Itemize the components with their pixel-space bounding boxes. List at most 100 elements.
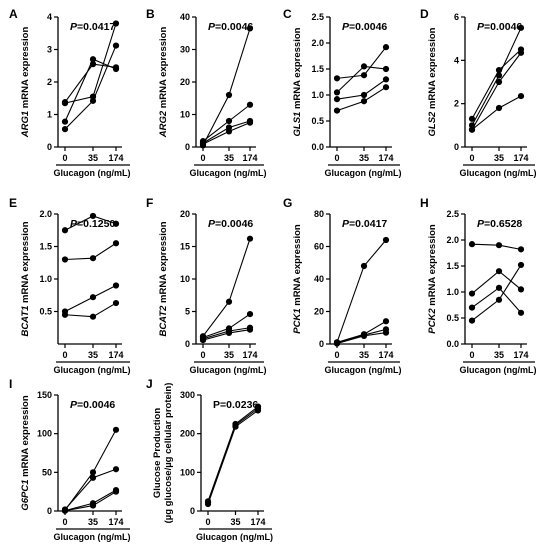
data-point [468,317,476,324]
data-point [246,311,254,318]
data-point [61,227,69,234]
p-value: P=0.6528 [477,218,522,230]
y-tick-label: 200 [180,429,195,439]
data-point [112,42,120,49]
y-tick-label: 10 [180,274,190,284]
y-tick-label: 0 [454,142,459,152]
x-tick-label: 174 [108,350,123,360]
y-tick-label: 50 [42,467,52,477]
data-point [89,502,97,509]
x-tick-label: 174 [378,153,393,163]
series-line [207,406,259,502]
data-point [246,326,254,333]
data-point [232,422,239,429]
panel-d: D 0 2 4 6 0 35 174 Glucagon (ng/mL) GLS2 mRNA exp… [420,7,537,178]
y-tick-label: 0.0 [311,142,324,152]
data-point [246,25,254,32]
x-tick-label: 174 [513,153,528,163]
p-value: P=0.0046 [70,399,115,411]
y-tick-label: 1.5 [39,242,52,252]
y-tick-label: 10 [180,110,190,120]
data-point [333,75,341,82]
x-tick-label: 0 [334,350,339,360]
data-point [61,118,69,125]
data-point [360,63,368,70]
data-point [495,78,503,86]
p-value: P=0.0417 [342,218,387,230]
data-point [468,126,476,133]
panel-letter: F [146,196,153,210]
x-axis-label: Glucagon (ng/mL) [54,365,131,375]
y-tick-label: 150 [37,390,52,400]
series-line [471,52,522,130]
y-tick-label: 1.0 [39,274,52,284]
x-axis-label: Glucagon (ng/mL) [325,168,402,178]
data-point [360,262,368,270]
panel-letter: A [9,7,18,21]
panel-h: H 0.0 0.5 1.0 1.5 2.0 2.5 0 35 174 Glucagon (ng/mL… [420,196,537,375]
x-tick-label: 35 [88,517,98,527]
y-tick-label: 2 [47,77,52,87]
data-point [89,469,97,476]
data-point [89,93,97,100]
data-point [495,284,503,291]
p-value: P=0.0046 [208,21,253,33]
y-axis-label: BCAT2 mRNA expression [158,221,169,336]
x-tick-label: 35 [359,350,369,360]
data-point [225,298,233,305]
x-tick-label: 0 [469,350,474,360]
x-tick-label: 174 [242,350,257,360]
data-point [89,212,97,220]
data-point [199,140,207,148]
x-tick-label: 0 [200,153,205,163]
data-point [61,507,69,514]
y-tick-label: 0.0 [446,339,459,349]
y-tick-label: 2.5 [311,12,324,22]
x-axis-label: Glucagon (ng/mL) [196,532,273,542]
data-point [382,76,390,83]
data-point [61,311,69,318]
data-point [225,91,233,99]
data-point [517,49,525,56]
data-point [333,340,341,347]
y-tick-label: 6 [454,12,459,22]
panel-j: J 0 100 200 300 0 35 174 Glucagon (ng/mL) Glucose… [146,377,273,542]
panel-g: G 0 20 40 60 80 0 35 174 Glucagon (ng/mL) PCK1 mRN… [283,196,402,375]
series-line [64,302,117,318]
data-point [517,286,525,293]
y-tick-label: 40 [180,12,190,22]
x-tick-label: 0 [205,517,210,527]
data-point [333,89,341,96]
y-tick-label: 30 [180,45,190,55]
data-point [112,20,120,27]
data-point [382,44,390,51]
y-tick-label: 0.5 [311,116,324,126]
data-point [382,329,390,336]
data-point [199,337,207,344]
data-point [468,290,476,297]
panel-c: C 0.0 0.5 1.0 1.5 2.0 2.5 0 35 174 Glucagon (ng/mL… [283,7,402,178]
panel-f: F 0 5 10 15 20 0 35 174 Glucagon (ng/mL) BCAT2 mRN… [146,196,267,375]
y-axis-label: ARG1 mRNA expression [20,27,31,139]
y-tick-label: 40 [314,274,324,284]
y-tick-label: 0 [185,339,190,349]
y-tick-label: 0 [190,506,195,516]
y-tick-label: 3 [47,45,52,55]
panel-letter: C [283,7,292,21]
y-tick-label: 15 [180,242,190,252]
data-point [112,488,120,495]
x-tick-label: 174 [108,153,123,163]
data-point [254,405,262,412]
y-tick-label: 20 [180,77,190,87]
y-tick-label: 2.5 [446,209,459,219]
data-point [112,65,120,73]
x-tick-label: 35 [224,350,234,360]
data-point [468,304,476,311]
x-axis-label: Glucagon (ng/mL) [54,168,131,178]
data-point [517,24,525,31]
x-tick-label: 35 [230,517,240,527]
panel-letter: E [9,196,17,210]
x-tick-label: 0 [62,350,67,360]
y-tick-label: 0 [47,506,52,516]
data-point [89,294,97,301]
